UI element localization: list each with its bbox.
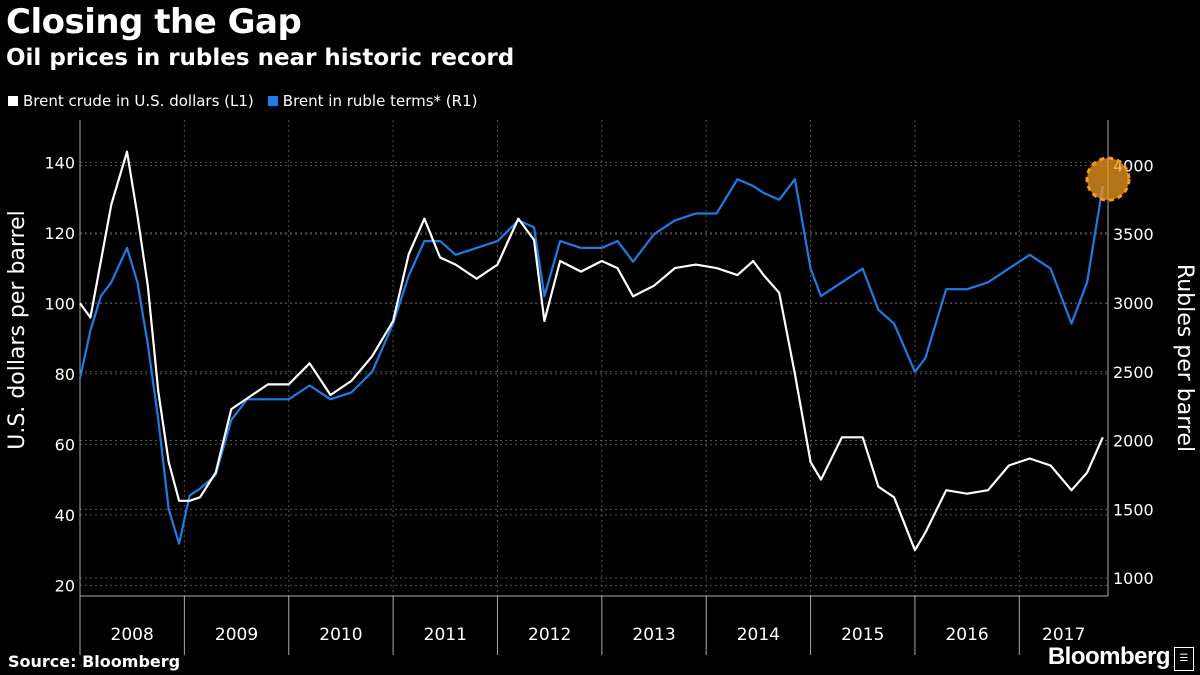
y-right-tick-1500: 1500 (1113, 500, 1154, 519)
y-left-tick-120: 120 (44, 224, 75, 243)
y-left-tick-100: 100 (44, 294, 75, 313)
y-axis-left-label: U.S. dollars per barrel (5, 210, 30, 450)
y-right-tick-2000: 2000 (1113, 432, 1154, 451)
chart-legend: Brent crude in U.S. dollars (L1) Brent i… (8, 92, 477, 110)
legend-label-rub: Brent in ruble terms* (R1) (282, 92, 478, 110)
x-tick-label-2013: 2013 (632, 625, 675, 645)
grid-layer (80, 120, 1108, 596)
legend-item-usd: Brent crude in U.S. dollars (L1) (8, 92, 254, 110)
legend-item-rub: Brent in ruble terms* (R1) (267, 92, 478, 110)
x-tick-label-2015: 2015 (841, 625, 884, 645)
y-left-tick-60: 60 (55, 435, 75, 454)
y-left-tick-140: 140 (44, 153, 75, 172)
y-right-tick-1000: 1000 (1113, 569, 1154, 588)
highlight-circle (1085, 156, 1131, 202)
y-right-tick-3500: 3500 (1113, 225, 1154, 244)
y-left-tick-20: 20 (55, 576, 75, 595)
x-tick-label-2016: 2016 (945, 625, 988, 645)
series-layer (78, 150, 1131, 552)
bloomberg-logo: Bloomberg (1047, 643, 1171, 670)
x-tick-label-2017: 2017 (1042, 625, 1085, 645)
y-right-tick-3000: 3000 (1113, 294, 1154, 313)
x-tick-label-2014: 2014 (737, 625, 780, 645)
x-tick-label-2012: 2012 (528, 625, 571, 645)
source-note: Source: Bloomberg (8, 652, 181, 671)
y-left-tick-40: 40 (55, 506, 75, 525)
bloomberg-mark-icon: ☰ (1174, 647, 1194, 671)
x-tick-label-2008: 2008 (111, 625, 154, 645)
y-axis-right-label: Rubles per barrel (1172, 264, 1197, 452)
series-line-usd (79, 150, 1104, 552)
legend-swatch-rub (267, 96, 278, 106)
y-left-tick-80: 80 (55, 365, 75, 384)
x-tick-label-2009: 2009 (215, 625, 258, 645)
axis-layer: 20 40 60 80 100 120 140 1000 1500 2000 2500 3000 350… (44, 120, 1154, 655)
chart-subtitle: Oil prices in rubles near historic recor… (6, 45, 515, 71)
series-line-rubles (78, 178, 1104, 545)
y-right-tick-2500: 2500 (1113, 363, 1154, 382)
chart-title: Closing the Gap (6, 2, 302, 42)
legend-swatch-usd (8, 96, 18, 106)
x-tick-label-2010: 2010 (319, 625, 362, 645)
x-tick-label-2011: 2011 (424, 625, 467, 645)
legend-label-usd: Brent crude in U.S. dollars (L1) (23, 92, 254, 110)
